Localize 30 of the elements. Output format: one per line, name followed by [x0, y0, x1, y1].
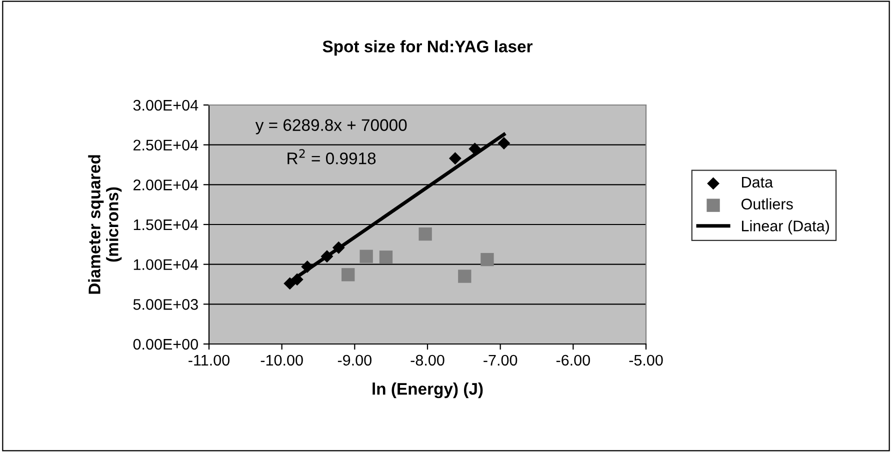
annotation: R$^{2}$ = 0.9918 — [288, 149, 376, 164]
annotation: y = 6289.8x + 70000 — [255, 119, 407, 134]
x-tick-label: -8.00 — [410, 354, 444, 366]
point — [480, 252, 494, 266]
point — [379, 250, 393, 264]
x-tick-label: -7.00 — [484, 354, 518, 366]
point — [418, 227, 432, 241]
point — [448, 152, 462, 165]
x-axis-title: ln (Energy) (J) — [372, 382, 483, 398]
x-tick-label: -5.00 — [629, 354, 663, 366]
y-tick-label: 2.00E+04 — [134, 180, 198, 190]
y-axis-title: Diameter squared (microns) — [88, 155, 122, 294]
x-tick-label: -6.00 — [556, 354, 590, 366]
y-tick-label: 3.00E+04 — [133, 100, 198, 111]
legend-label: Linear (Data) — [742, 220, 829, 234]
legend-label: Data — [742, 176, 774, 188]
point — [458, 270, 472, 283]
y-tick-label: 5.00E+03 — [133, 299, 198, 310]
y-tick-label: 1.50E+04 — [134, 219, 198, 230]
x-tick-label: -11.00 — [188, 354, 230, 366]
point — [342, 268, 355, 282]
x-tick-label: -9.00 — [338, 354, 372, 366]
legend-label: Outliers — [741, 198, 793, 210]
chart-title: Spot size for Nd:YAG laser — [322, 40, 533, 56]
point — [360, 250, 373, 263]
x-tick-label: -10.00 — [260, 354, 303, 366]
y-tick-label: 1.00E+04 — [134, 259, 198, 270]
y-tick-label: 0.00E+00 — [133, 338, 198, 350]
point — [498, 137, 510, 150]
y-tick-label: 2.50E+04 — [134, 140, 198, 151]
